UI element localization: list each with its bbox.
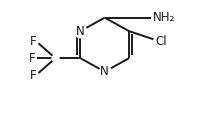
Text: Cl: Cl — [155, 35, 167, 48]
Text: F: F — [30, 69, 37, 82]
Text: N: N — [76, 25, 85, 38]
Text: F: F — [30, 35, 37, 48]
Text: NH₂: NH₂ — [153, 11, 175, 24]
Text: F: F — [29, 52, 35, 65]
Text: N: N — [100, 65, 109, 78]
